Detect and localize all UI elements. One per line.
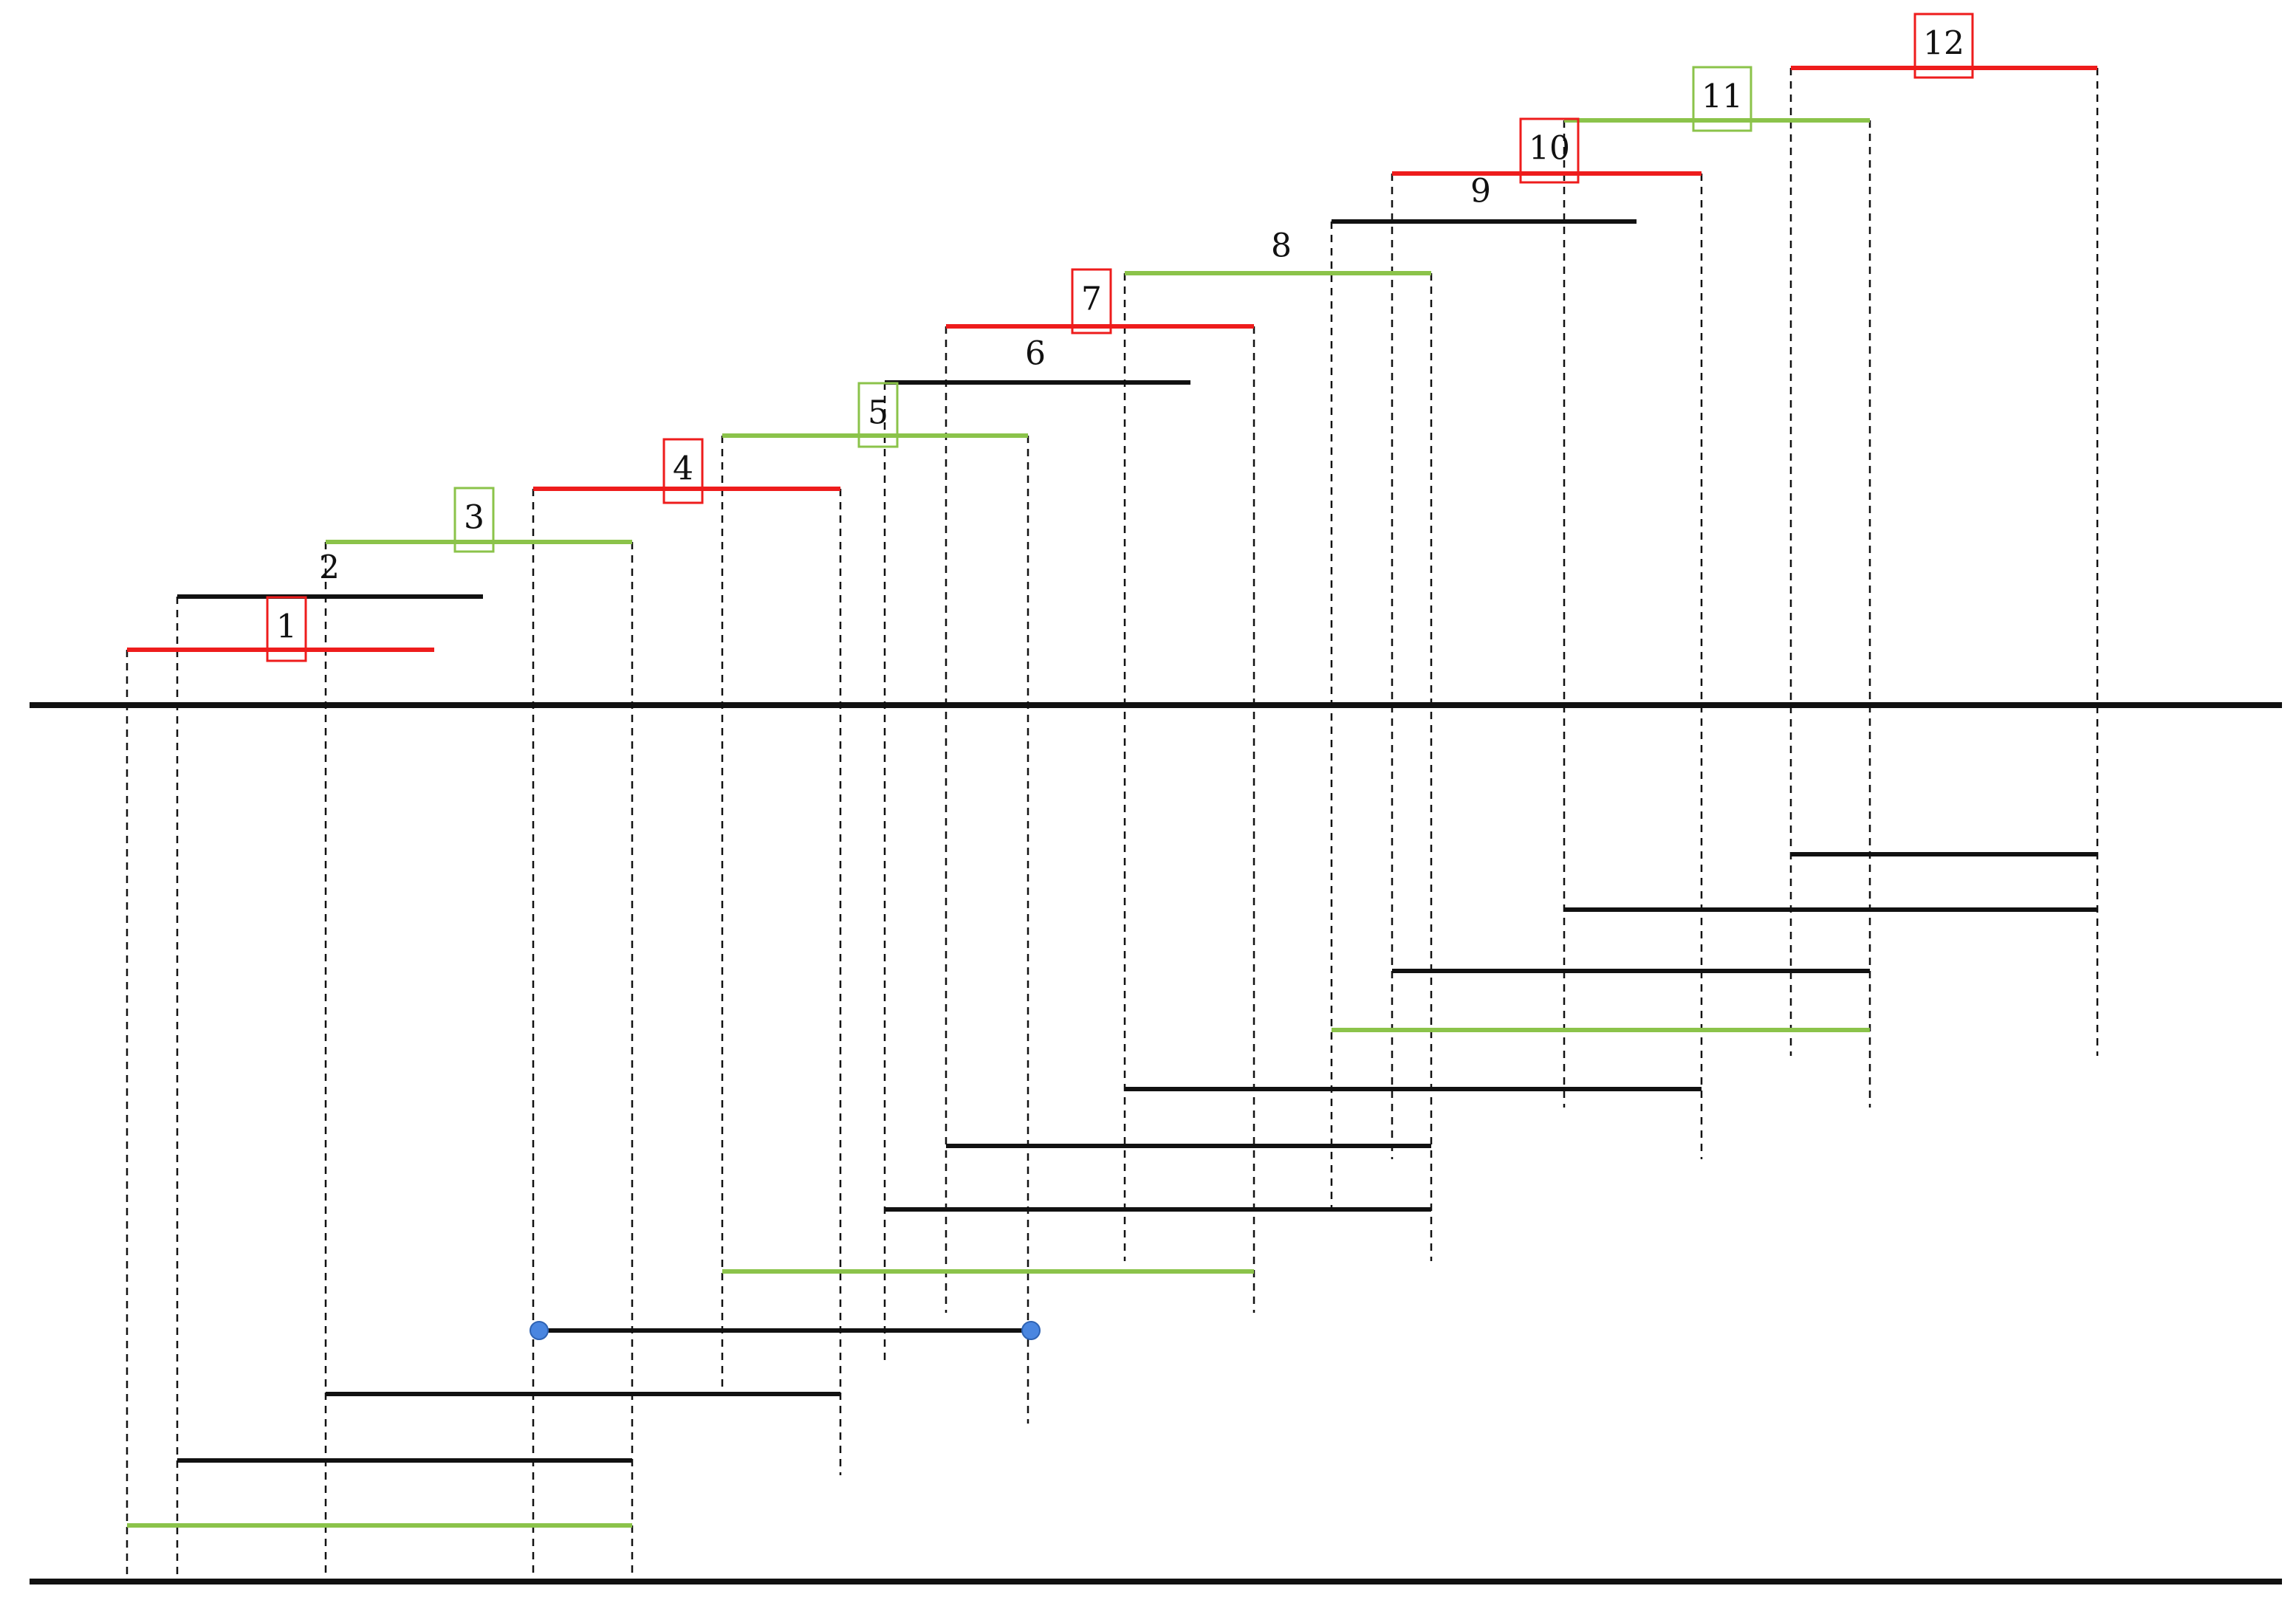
label-box-3: [453, 487, 495, 553]
label-box-7: [1071, 268, 1112, 334]
projection-lines: [126, 68, 2099, 1582]
label-box-1: [266, 596, 307, 662]
segment-label-12: 12: [1923, 25, 1964, 63]
label-box-12: [1913, 13, 1974, 79]
segment-label-2: 2: [319, 549, 340, 587]
segment-label-7: 7: [1081, 281, 1102, 318]
label-box-4: [662, 438, 704, 504]
segment-label-10: 10: [1529, 130, 1570, 168]
segment-label-1: 1: [276, 608, 297, 646]
segments: [127, 66, 2097, 1528]
segment-label-8: 8: [1271, 227, 1292, 265]
label-box-11: [1692, 66, 1752, 132]
segment-label-3: 3: [464, 499, 484, 537]
label-box-10: [1519, 117, 1580, 184]
segment-label-11: 11: [1702, 78, 1743, 116]
segment-endpoint-dot: [1021, 1321, 1041, 1340]
label-box-5: [857, 382, 899, 448]
segment-label-4: 4: [673, 450, 693, 488]
segment-endpoint-dot: [530, 1321, 549, 1340]
segment-label-6: 6: [1025, 335, 1046, 373]
segment-label-9: 9: [1470, 173, 1491, 210]
axes: [30, 702, 2282, 1584]
segment-label-5: 5: [868, 394, 888, 432]
